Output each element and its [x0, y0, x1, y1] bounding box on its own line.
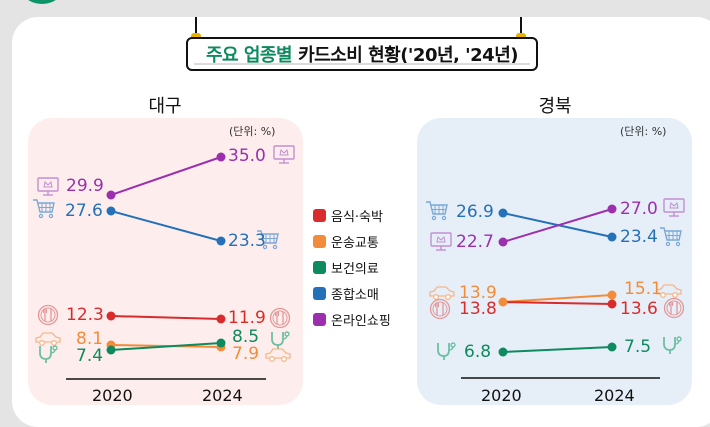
- daegu-retail-2024: 23.3: [228, 231, 266, 251]
- daegu-year-2020: 2020: [92, 386, 133, 405]
- gyeongbuk-retail-2020: 26.9: [456, 202, 494, 222]
- daegu-online-2020: 29.9: [66, 176, 104, 196]
- title-accent: 주요 업종별: [205, 45, 293, 66]
- daegu-food-2024: 11.9: [228, 308, 266, 328]
- stethoscope-icon: [271, 331, 290, 350]
- legend-swatch: [313, 208, 326, 222]
- monitor-icon: [273, 145, 295, 164]
- stethoscope-icon: [437, 342, 456, 361]
- monitor-icon: [430, 232, 452, 251]
- brand-badge: [18, 0, 66, 4]
- gyeongbuk-online-2020: 22.7: [456, 232, 494, 252]
- gyeongbuk-lines: [461, 204, 660, 379]
- title-hanger-right: [520, 17, 522, 35]
- daegu-unit-label: (단위: %): [229, 125, 276, 138]
- title-underline: [194, 63, 530, 65]
- gyeongbuk-transport-2024: 15.1: [624, 279, 662, 299]
- daegu-health-2020: 7.4: [76, 346, 104, 366]
- fork-knife-icon: [269, 307, 291, 329]
- daegu-food-2020: 12.3: [66, 305, 104, 325]
- region-label-gyeongbuk: 경북: [538, 96, 572, 117]
- title-hanger-cap-right: [516, 33, 526, 37]
- fork-knife-icon: [663, 297, 685, 319]
- legend-label: 종합소매: [331, 287, 379, 303]
- shopping-cart-icon: [659, 227, 682, 247]
- gyeongbuk-health-2024: 7.5: [624, 337, 652, 357]
- daegu-chart-panel: [28, 118, 303, 405]
- title-rest: 카드소비 현황('20년, '24년): [298, 45, 518, 66]
- gyeongbuk-unit-label: (단위: %): [620, 125, 667, 138]
- legend-label: 보건의료: [331, 261, 379, 277]
- daegu-online-2024: 35.0: [228, 146, 266, 166]
- gyeongbuk-food-2024: 13.6: [620, 299, 658, 319]
- fork-knife-icon: [37, 304, 59, 326]
- legend-item-retail: 종합소매: [313, 280, 391, 306]
- line-chart-plot: [32, 145, 685, 380]
- gyeongbuk-transport-2020: 13.9: [459, 283, 497, 303]
- fork-knife-icon: [429, 298, 451, 320]
- gyeongbuk-year-2020: 2020: [481, 386, 522, 405]
- page-title: 주요 업종별 카드소비 현황('20년, '24년): [186, 37, 538, 71]
- chart-legend: 음식·숙박 운송교통 보건의료 종합소매 온라인쇼핑: [313, 202, 391, 332]
- stethoscope-icon: [39, 345, 58, 364]
- car-icon: [35, 332, 61, 346]
- legend-item-online: 온라인쇼핑: [313, 306, 391, 332]
- legend-item-health: 보건의료: [313, 254, 391, 280]
- gyeongbuk-health-2020: 6.8: [464, 342, 492, 362]
- daegu-health-2024: 8.5: [232, 327, 260, 347]
- daegu-transport-2020: 8.1: [76, 329, 104, 349]
- stethoscope-icon: [663, 336, 682, 355]
- legend-item-transport: 운송교통: [313, 228, 391, 254]
- shopping-cart-icon: [32, 199, 55, 219]
- monitor-icon: [663, 198, 685, 217]
- legend-label: 음식·숙박: [331, 209, 383, 225]
- daegu-retail-2020: 27.6: [65, 201, 103, 221]
- legend-swatch: [313, 286, 326, 300]
- car-icon: [265, 348, 291, 362]
- legend-item-food-lodging: 음식·숙박: [313, 202, 391, 228]
- gyeongbuk-online-2024: 27.0: [620, 199, 658, 219]
- gyeongbuk-food-2020: 13.8: [459, 299, 497, 319]
- title-hanger-cap-left: [191, 33, 201, 37]
- monitor-icon: [37, 177, 59, 196]
- legend-swatch: [313, 234, 326, 248]
- region-label-daegu: 대구: [148, 96, 182, 117]
- legend-swatch: [313, 260, 326, 274]
- daegu-year-2024: 2024: [202, 386, 243, 405]
- gyeongbuk-year-2024: 2024: [594, 386, 635, 405]
- daegu-lines: [66, 152, 266, 380]
- gyeongbuk-chart-panel: [417, 118, 692, 405]
- legend-swatch: [313, 312, 326, 326]
- title-hanger-left: [195, 17, 197, 35]
- shopping-cart-icon: [425, 201, 448, 221]
- daegu-transport-2024: 7.9: [232, 344, 260, 364]
- car-icon: [429, 286, 455, 300]
- legend-label: 온라인쇼핑: [331, 313, 391, 329]
- gyeongbuk-retail-2024: 23.4: [620, 227, 658, 247]
- legend-label: 운송교통: [331, 235, 379, 251]
